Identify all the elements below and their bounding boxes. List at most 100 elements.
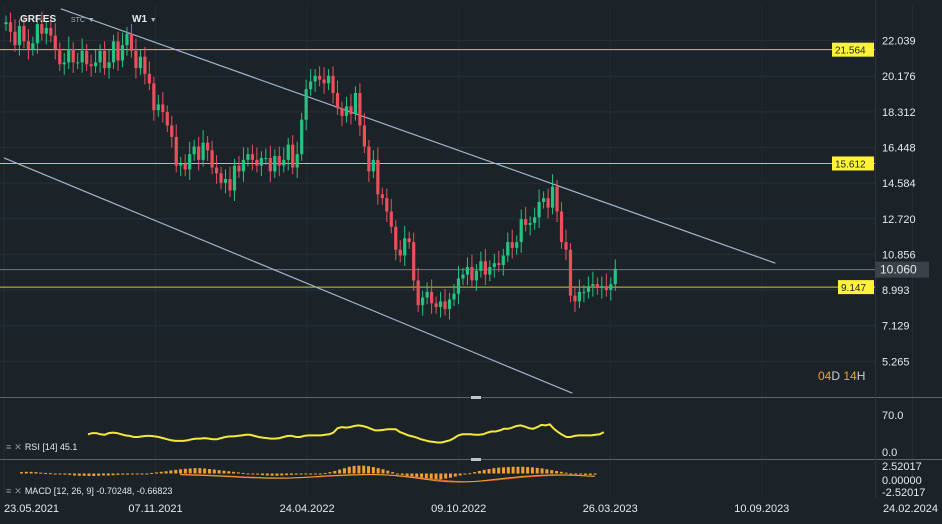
macd-histogram-bar	[145, 473, 149, 475]
macd-histogram-bar	[289, 473, 293, 475]
candle	[129, 24, 134, 58]
macd-histogram-bar	[159, 471, 163, 474]
macd-histogram-bar	[285, 473, 289, 476]
macd-histogram-bar	[212, 469, 216, 474]
candle-body	[613, 268, 617, 285]
candle-body	[430, 291, 434, 304]
candle	[26, 28, 30, 60]
candle-body	[67, 48, 71, 63]
candle	[358, 83, 362, 136]
candle	[31, 36, 35, 56]
countdown-hours: 14	[843, 369, 857, 383]
macd-histogram-bar	[309, 473, 313, 475]
macd-histogram-bar	[593, 473, 597, 475]
price-axis-tick: 18.312	[882, 107, 916, 119]
candle	[165, 105, 169, 133]
candle-body	[192, 146, 196, 155]
macd-histogram-bar	[82, 473, 86, 476]
candle-body	[210, 150, 214, 168]
candle	[174, 124, 178, 173]
candle-body	[474, 270, 478, 281]
rsi-axis-tick: 70.0	[882, 410, 903, 422]
candle-body	[443, 301, 447, 310]
macd-histogram-bar	[342, 468, 346, 474]
candle-body	[304, 89, 308, 120]
macd-histogram-bar	[444, 473, 448, 479]
macd-histogram-bar	[73, 473, 77, 476]
macd-histogram-bar	[34, 472, 38, 474]
macd-histogram-bar	[44, 472, 48, 474]
candle-body	[237, 165, 241, 172]
candle-body	[165, 112, 169, 126]
candle-body	[143, 56, 147, 74]
candle	[125, 26, 129, 56]
macd-histogram-bar	[328, 472, 332, 474]
candle	[102, 41, 107, 75]
candle-body	[291, 144, 295, 168]
candle	[331, 66, 335, 104]
candle-body	[497, 263, 501, 266]
timeframe-selector[interactable]: W1 ▼	[132, 14, 157, 25]
price-level-tag	[838, 280, 874, 295]
candle	[421, 290, 425, 316]
macd-histogram-bar	[275, 473, 279, 476]
macd-histogram-bar	[391, 472, 395, 474]
candle	[461, 267, 465, 286]
candle	[542, 191, 546, 209]
countdown-days: 04	[818, 369, 832, 383]
macd-legend[interactable]: ≡ ✕ MACD [12, 26, 9] -0.70248, -0.66823	[6, 486, 172, 497]
candle	[483, 248, 487, 286]
symbol-label[interactable]: GRF.ES STC ▼	[20, 14, 95, 25]
candle	[94, 49, 98, 73]
macd-histogram-bar	[232, 471, 236, 474]
time-axis-tick: 07.11.2021	[128, 503, 182, 515]
macd-histogram-bar	[164, 471, 168, 474]
candle	[273, 149, 277, 179]
candle	[425, 282, 429, 305]
candle-body	[170, 125, 174, 137]
macd-histogram-bar	[29, 471, 33, 474]
candle-body	[49, 27, 53, 36]
macd-histogram-bar	[453, 473, 457, 477]
candle-body	[147, 73, 151, 84]
macd-histogram-bar	[521, 466, 525, 474]
macd-histogram-bar	[179, 469, 183, 474]
candle	[335, 80, 340, 115]
candle-body	[582, 291, 586, 293]
candle	[134, 38, 138, 79]
candle	[479, 251, 483, 278]
settings-icon[interactable]: ≡	[6, 442, 12, 452]
candle-body	[412, 242, 416, 281]
close-icon[interactable]: ✕	[14, 486, 22, 496]
candle	[555, 179, 559, 223]
price-level-value: 15.612	[835, 159, 866, 170]
macd-histogram-bar	[405, 473, 409, 477]
macd-histogram-bar	[588, 473, 592, 475]
chevron-down-icon[interactable]: ▼	[149, 17, 157, 24]
candle-body	[76, 62, 80, 64]
macd-histogram-bar	[24, 471, 28, 474]
price-level-tag	[832, 42, 874, 57]
candle-body	[358, 92, 362, 126]
candle	[67, 36, 71, 70]
current-price-tag	[875, 261, 929, 278]
candle-body	[313, 75, 317, 82]
settings-icon[interactable]: ≡	[6, 486, 12, 496]
candle-body	[434, 303, 438, 308]
macd-histogram-bar	[540, 468, 544, 474]
candle	[286, 137, 290, 171]
chevron-down-icon[interactable]: ▼	[87, 17, 95, 24]
candle-body	[246, 154, 250, 160]
candle	[470, 254, 474, 288]
macd-histogram-bar	[261, 473, 264, 476]
candle-body	[250, 154, 254, 160]
candle-body	[362, 125, 366, 147]
rsi-legend[interactable]: ≡ ✕ RSI [14] 45.1	[6, 442, 77, 453]
candle-body	[183, 163, 187, 170]
price-level-value: 9.147	[841, 283, 866, 294]
macd-histogram-bar	[362, 465, 366, 474]
close-icon[interactable]: ✕	[14, 442, 22, 452]
price-axis-tick: 5.265	[882, 356, 910, 368]
candle-body	[152, 83, 156, 111]
